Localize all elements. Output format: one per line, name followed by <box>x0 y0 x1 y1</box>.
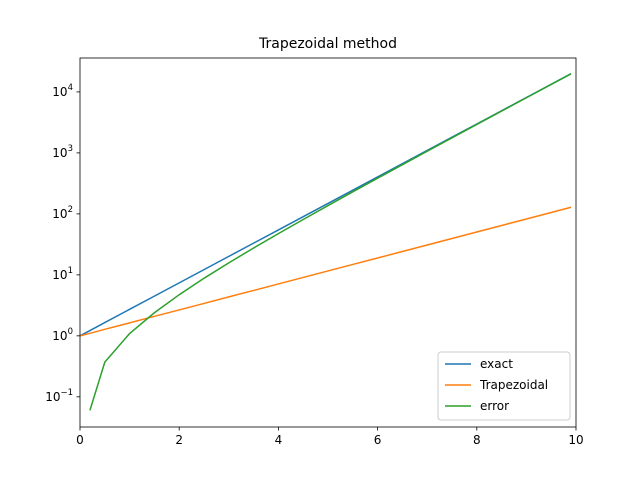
y-tick-label: 104 <box>52 83 73 99</box>
y-tick-label: 10−1 <box>45 388 73 404</box>
y-tick-label: 102 <box>52 205 73 221</box>
plot-lines <box>80 72 572 411</box>
series-line <box>80 206 572 337</box>
x-tick-label: 8 <box>473 433 481 447</box>
y-tick-label: 100 <box>52 327 73 343</box>
legend-box <box>437 351 571 421</box>
legend-label: Trapezoidal <box>479 378 548 392</box>
legend-label: exact <box>480 357 513 371</box>
x-tick-label: 0 <box>76 433 84 447</box>
x-tick-label: 10 <box>568 433 583 447</box>
y-tick-label: 101 <box>52 266 73 282</box>
chart-title: Trapezoidal method <box>258 36 397 52</box>
plot-frame <box>79 57 577 428</box>
y-tick-label: 103 <box>52 144 73 160</box>
legend-label: error <box>480 399 509 413</box>
x-tick-label: 2 <box>175 433 183 447</box>
x-tick-label: 6 <box>374 433 382 447</box>
series-line <box>89 73 572 411</box>
x-tick-label: 4 <box>275 433 283 447</box>
